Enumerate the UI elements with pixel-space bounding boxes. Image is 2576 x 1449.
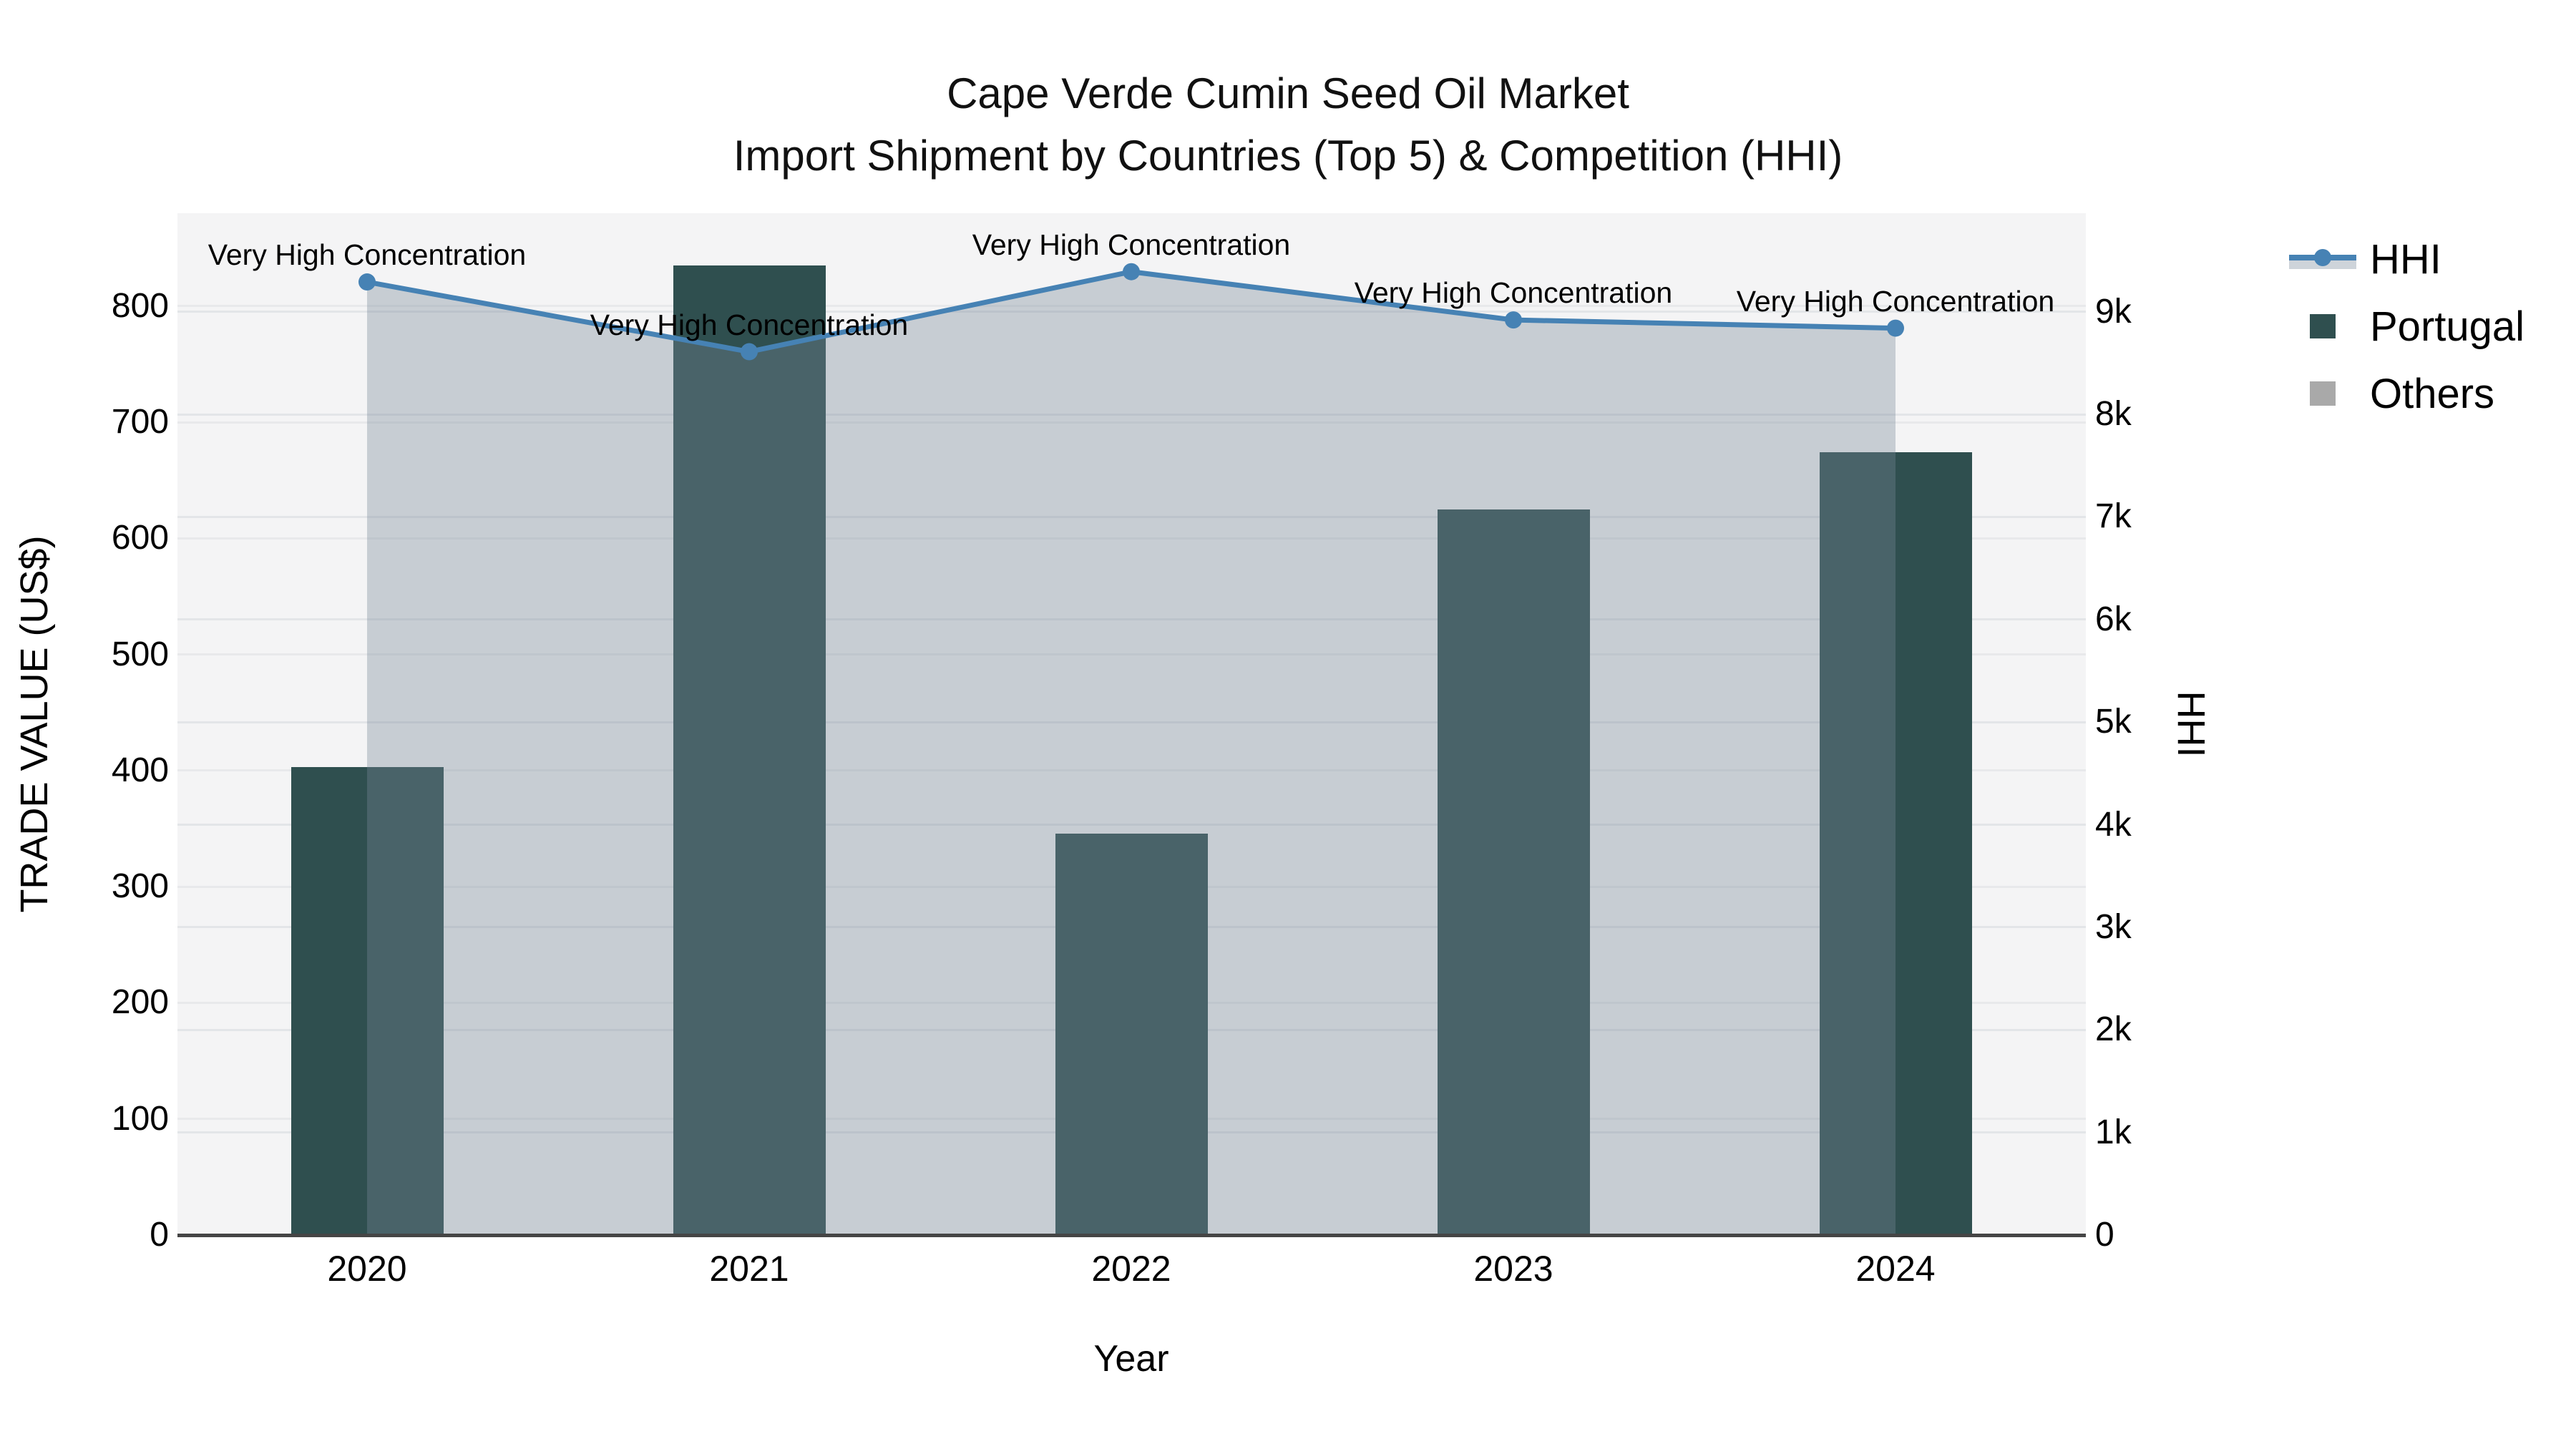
- hhi-point-2024[interactable]: [1887, 319, 1904, 337]
- legend-label-portugal: Portugal: [2370, 303, 2525, 350]
- chart-title-line2: Import Shipment by Countries (Top 5) & C…: [733, 132, 1843, 180]
- y-tick-left-0: 0: [150, 1216, 169, 1254]
- x-tick-2022: 2022: [1091, 1249, 1171, 1289]
- gridline-left-700: [177, 421, 2086, 424]
- gridline-right-8000: [177, 413, 2086, 416]
- hhi-point-2022[interactable]: [1123, 263, 1140, 280]
- gridline-right-4000: [177, 824, 2086, 826]
- y-tick-left-200: 200: [111, 983, 169, 1022]
- y-tick-left-300: 300: [111, 867, 169, 906]
- y-tick-right-4k: 4k: [2095, 805, 2132, 844]
- gridline-left-800: [177, 305, 2086, 308]
- annotation-2021: Very High Concentration: [590, 308, 909, 341]
- legend-label-others: Others: [2370, 370, 2495, 417]
- hhi-point-2021[interactable]: [741, 343, 758, 361]
- hhi-point-2023[interactable]: [1505, 311, 1522, 329]
- y-axis-title-left: TRADE VALUE (US$): [13, 535, 56, 913]
- gridline-left-400: [177, 769, 2086, 772]
- gridline-right-7000: [177, 515, 2086, 518]
- y-tick-right-5k: 5k: [2095, 703, 2132, 741]
- y-tick-right-7k: 7k: [2095, 497, 2132, 536]
- hhi-line-chart: [358, 263, 1904, 1235]
- annotation-2022: Very High Concentration: [972, 228, 1291, 261]
- x-axis-title: Year: [1093, 1338, 1169, 1380]
- x-tick-2021: 2021: [709, 1249, 789, 1289]
- chart-title-line1: Cape Verde Cumin Seed Oil Market: [947, 69, 1629, 117]
- portugal-swatch-icon: [2310, 314, 2336, 338]
- y-tick-right-9k: 9k: [2095, 292, 2132, 331]
- gridline-right-5000: [177, 721, 2086, 723]
- y-tick-left-400: 400: [111, 751, 169, 789]
- legend-item-portugal[interactable]: Portugal: [2287, 293, 2524, 360]
- y-tick-left-700: 700: [111, 403, 169, 441]
- gridline-left-600: [177, 537, 2086, 540]
- gridline-right-6000: [177, 618, 2086, 621]
- y-tick-right-0: 0: [2095, 1216, 2114, 1254]
- hhi-point-2020[interactable]: [358, 273, 376, 291]
- bar-portugal-2020[interactable]: [291, 767, 444, 1235]
- others-swatch-icon: [2310, 381, 2336, 406]
- legend-item-others[interactable]: Others: [2287, 360, 2524, 427]
- annotation-2020: Very High Concentration: [208, 238, 527, 272]
- bar-portugal-2023[interactable]: [1437, 509, 1590, 1235]
- y-tick-left-500: 500: [111, 635, 169, 673]
- legend-item-hhi[interactable]: HHI: [2287, 225, 2524, 293]
- y-tick-right-1k: 1k: [2095, 1113, 2132, 1151]
- annotation-2023: Very High Concentration: [1354, 276, 1673, 310]
- y-tick-right-8k: 8k: [2095, 395, 2132, 433]
- bar-portugal-2024[interactable]: [1819, 452, 1972, 1235]
- y-tick-left-800: 800: [111, 286, 169, 325]
- hhi-area-fill: [367, 271, 1896, 1235]
- x-tick-2024: 2024: [1855, 1249, 1936, 1289]
- legend-label-hhi: HHI: [2370, 235, 2441, 283]
- legend: HHI Portugal Others: [2287, 225, 2524, 427]
- x-tick-2020: 2020: [327, 1249, 407, 1289]
- gridline-left-500: [177, 653, 2086, 656]
- chart-title: Cape Verde Cumin Seed Oil Market Import …: [0, 62, 2576, 187]
- y-tick-left-100: 100: [111, 1099, 169, 1138]
- bar-portugal-2021[interactable]: [673, 265, 826, 1235]
- y-tick-left-600: 600: [111, 519, 169, 557]
- x-axis-line: [177, 1234, 2086, 1237]
- annotation-2024: Very High Concentration: [1736, 284, 2055, 318]
- gridline-right-9000: [177, 311, 2086, 313]
- y-axis-title-right: HHI: [2170, 691, 2212, 758]
- y-tick-right-2k: 2k: [2095, 1010, 2132, 1049]
- hhi-line-legend-icon: [2287, 242, 2358, 276]
- y-tick-right-3k: 3k: [2095, 907, 2132, 946]
- bar-portugal-2022[interactable]: [1055, 833, 1208, 1235]
- y-tick-right-6k: 6k: [2095, 600, 2132, 638]
- x-tick-2023: 2023: [1473, 1249, 1553, 1289]
- plot-area: [177, 213, 2086, 1235]
